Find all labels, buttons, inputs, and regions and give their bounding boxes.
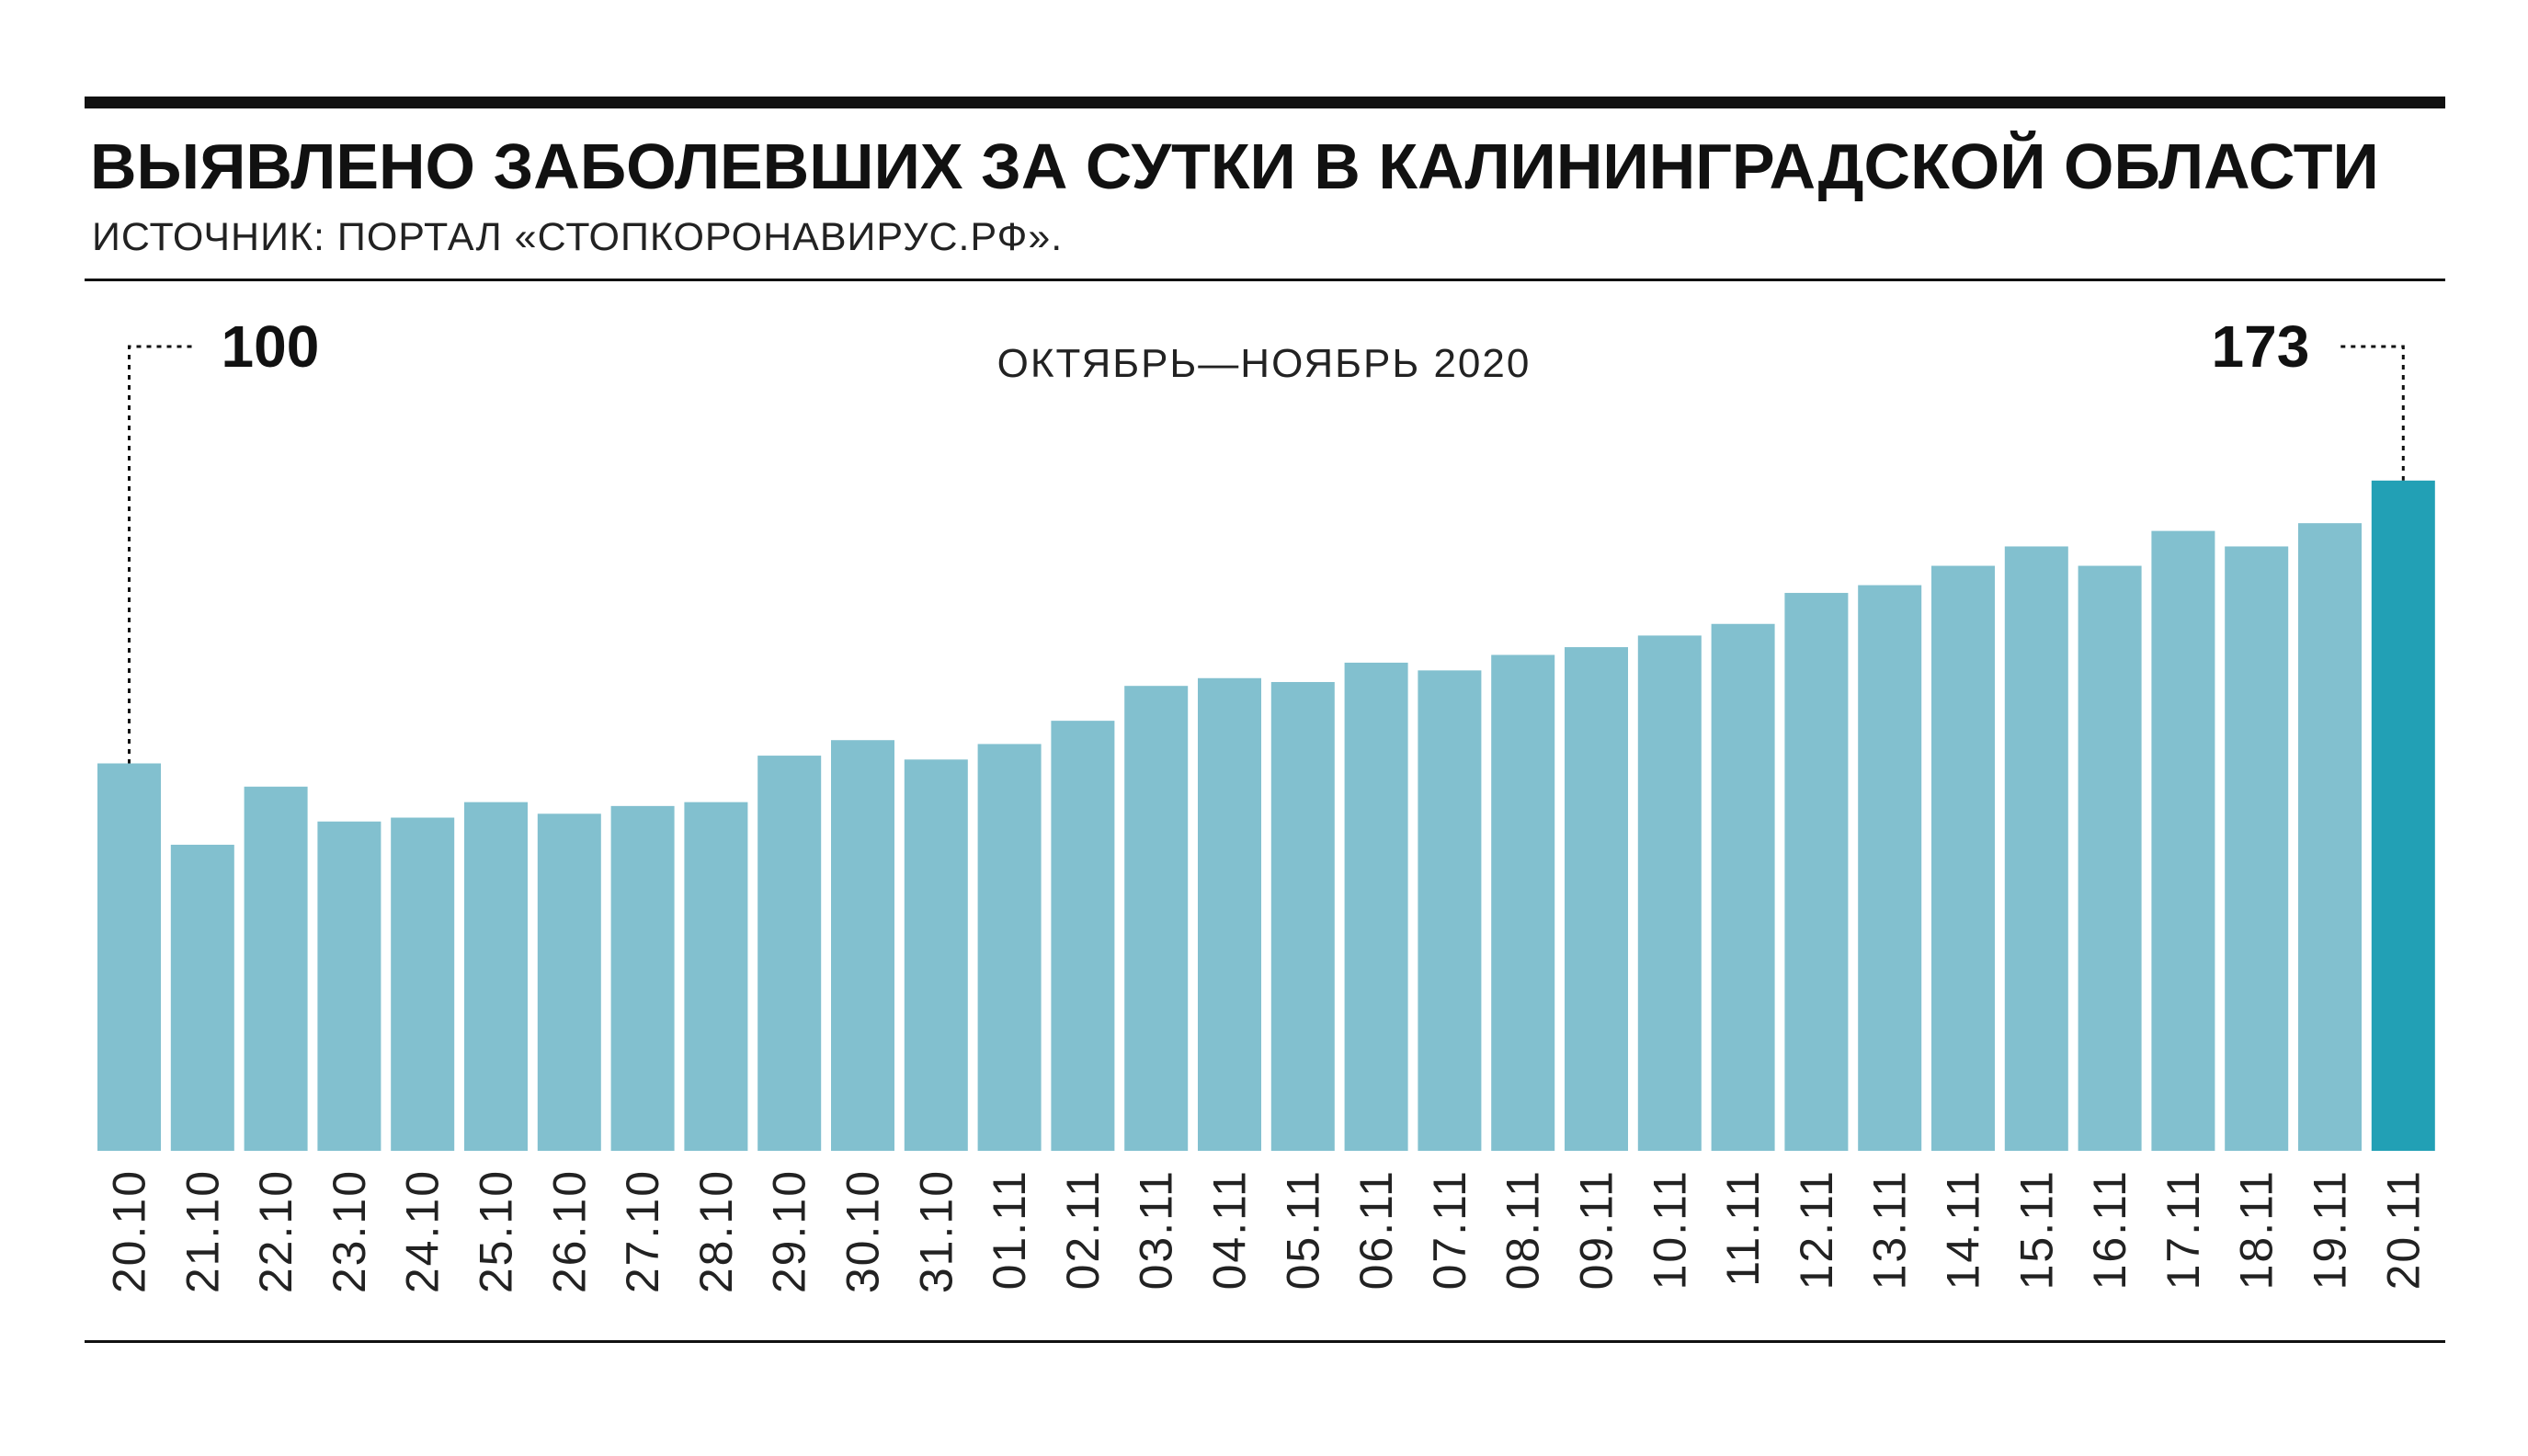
period-label: ОКТЯБРЬ—НОЯБРЬ 2020: [997, 341, 1532, 386]
x-tick-label: 11.11: [1717, 1169, 1769, 1287]
bar-03.11: [1124, 686, 1189, 1151]
x-tick-label: 02.11: [1057, 1169, 1109, 1290]
bar-30.10: [831, 740, 894, 1151]
x-tick-label: 01.11: [984, 1169, 1035, 1290]
bar-04.11: [1198, 677, 1261, 1151]
source-note: ИСТОЧНИК: ПОРТАЛ «СТОПКОРОНАВИРУС.РФ».: [92, 215, 1063, 259]
x-tick-label: 12.11: [1791, 1169, 1842, 1290]
x-tick-label: 23.10: [324, 1169, 375, 1293]
x-tick-label: 17.11: [2158, 1169, 2209, 1290]
bar-20.10: [97, 763, 161, 1151]
bar-31.10: [904, 759, 968, 1151]
bar-02.11: [1051, 721, 1115, 1151]
x-tick-label: 14.11: [1938, 1169, 1989, 1290]
bar-01.11: [977, 744, 1042, 1151]
bottom-rule: [85, 1340, 2445, 1343]
bar-14.11: [1931, 565, 1995, 1151]
x-tick-label: 03.11: [1131, 1169, 1182, 1290]
bar-20.11: [2371, 480, 2435, 1151]
x-tick-label: 09.11: [1571, 1169, 1623, 1290]
bar-13.11: [1858, 585, 1922, 1151]
x-tick-label: 25.10: [471, 1169, 522, 1293]
x-tick-label: 04.11: [1204, 1169, 1256, 1290]
title-regular: ВЫЯВЛЕНО ЗАБОЛЕВШИХ ЗА СУТКИ В: [90, 131, 1378, 202]
x-tick-label: 27.10: [617, 1169, 668, 1293]
bar-25.10: [464, 802, 528, 1151]
x-tick-label: 26.10: [543, 1169, 595, 1293]
bar-10.11: [1637, 635, 1702, 1151]
x-tick-label: 19.11: [2305, 1169, 2356, 1290]
bar-29.10: [757, 756, 822, 1151]
x-tick-label: 22.10: [250, 1169, 302, 1293]
x-tick-label: 10.11: [1644, 1169, 1695, 1290]
bar-09.11: [1565, 647, 1628, 1151]
bar-24.10: [391, 817, 455, 1151]
bar-15.11: [2004, 546, 2068, 1151]
bar-07.11: [1418, 670, 1482, 1151]
x-tick-label: 05.11: [1277, 1169, 1328, 1290]
x-tick-label: 16.11: [2084, 1169, 2135, 1290]
bar-11.11: [1711, 623, 1775, 1151]
bar-18.11: [2225, 546, 2289, 1151]
annotation-leader: [128, 345, 192, 764]
x-tick-label: 24.10: [397, 1169, 449, 1293]
x-tick-label: 31.10: [910, 1169, 962, 1293]
header-divider: [85, 279, 2445, 281]
bar-19.11: [2298, 523, 2362, 1151]
bar-22.10: [244, 786, 308, 1151]
bar-06.11: [1344, 662, 1408, 1151]
bar-16.11: [2078, 565, 2142, 1151]
x-tick-label: 08.11: [1497, 1169, 1549, 1290]
title-bold: КАЛИНИНГРАДСКОЙ ОБЛАСТИ: [1378, 130, 2379, 202]
bar-23.10: [317, 821, 381, 1151]
x-tick-label: 20.11: [2377, 1169, 2429, 1290]
x-tick-label: 21.10: [177, 1169, 228, 1293]
bar-21.10: [170, 845, 234, 1151]
bar-05.11: [1270, 681, 1335, 1151]
bar-08.11: [1491, 654, 1555, 1151]
x-tick-label: 18.11: [2231, 1169, 2283, 1290]
bar-26.10: [537, 813, 601, 1151]
annotation-label: 100: [222, 313, 320, 380]
bar-27.10: [610, 805, 675, 1151]
annotation-leader: [2340, 345, 2405, 481]
x-tick-label: 28.10: [690, 1169, 742, 1293]
x-tick-label: 15.11: [2010, 1169, 2062, 1290]
annotation-label: 173: [2212, 313, 2310, 380]
bar-28.10: [684, 802, 748, 1151]
x-tick-label: 13.11: [1864, 1169, 1916, 1290]
bar-17.11: [2151, 530, 2215, 1151]
x-tick-label: 07.11: [1424, 1169, 1475, 1290]
x-tick-label: 29.10: [764, 1169, 815, 1293]
top-rule: [85, 97, 2445, 108]
chart-title: ВЫЯВЛЕНО ЗАБОЛЕВШИХ ЗА СУТКИ В КАЛИНИНГР…: [90, 130, 2379, 202]
x-tick-label: 06.11: [1350, 1169, 1402, 1290]
bar-12.11: [1784, 593, 1849, 1151]
x-tick-label: 20.10: [104, 1169, 155, 1293]
x-tick-label: 30.10: [837, 1169, 889, 1293]
